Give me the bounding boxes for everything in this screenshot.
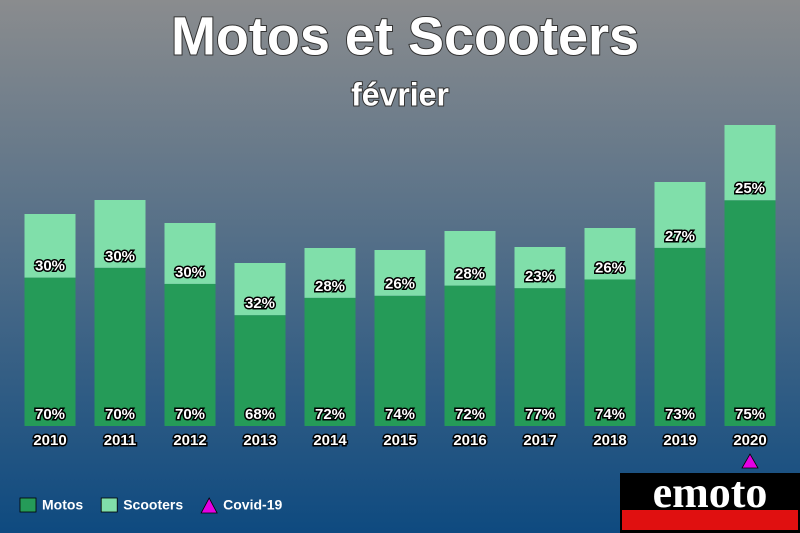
bar-segment [164,223,216,284]
value-label: 28% [455,266,485,283]
bar-segment [514,288,566,426]
x-tick-label: 2019 [663,432,696,449]
bar-segment [94,200,146,268]
chart-subtitle: février [351,76,449,112]
value-label: 26% [595,259,625,276]
value-label: 74% [385,406,415,423]
bar-segment [234,315,286,426]
x-tick-label: 2018 [593,432,626,449]
value-label: 70% [175,406,205,423]
legend-label: Motos [42,497,83,513]
bar-segment [654,247,706,426]
bar-segment [374,295,426,426]
value-label: 30% [175,264,205,281]
bar-segment [304,297,356,426]
value-label: 74% [595,406,625,423]
bar-segment [374,250,426,296]
bar-segment [584,279,636,426]
value-label: 32% [245,295,275,312]
value-label: 73% [665,406,695,423]
value-label: 70% [35,406,65,423]
value-label: 30% [35,258,65,275]
bar-segment [724,125,776,201]
value-label: 75% [735,406,765,423]
legend-label: Scooters [123,497,183,513]
x-tick-label: 2012 [173,432,206,449]
value-label: 26% [385,276,415,293]
logo-band [622,510,798,530]
x-tick-label: 2016 [453,432,486,449]
value-label: 30% [105,248,135,265]
bar-segment [514,247,566,289]
x-tick-label: 2011 [104,432,137,449]
value-label: 27% [665,228,695,245]
x-tick-label: 2010 [33,432,66,449]
bar-segment [304,248,356,298]
bar-segment [234,263,286,316]
bar-segment [24,214,76,278]
logo: emoto [653,468,768,517]
value-label: 72% [455,406,485,423]
legend-label: Covid-19 [223,497,282,513]
value-label: 28% [315,278,345,295]
x-tick-label: 2014 [313,432,347,449]
bar-segment [164,283,216,426]
legend-swatch [100,497,118,513]
value-label: 68% [245,406,275,423]
value-label: 25% [735,180,765,197]
bar-segment [444,285,496,426]
bar-segment [24,277,76,426]
x-tick-label: 2015 [383,432,416,449]
covid-marker [741,453,759,469]
chart-title: Motos et Scooters [171,6,639,66]
bar-segment [444,231,496,286]
value-label: 70% [105,406,135,423]
value-label: 72% [315,406,345,423]
bar-segment [94,267,146,426]
legend-swatch [19,497,37,513]
legend-marker [200,497,218,514]
value-label: 23% [525,268,555,285]
bar-segment [724,200,776,426]
x-tick-label: 2020 [733,432,766,449]
bar-segment [654,182,706,248]
x-tick-label: 2013 [243,432,276,449]
bar-segment [584,228,636,280]
value-label: 77% [525,406,555,423]
x-tick-label: 2017 [523,432,556,449]
